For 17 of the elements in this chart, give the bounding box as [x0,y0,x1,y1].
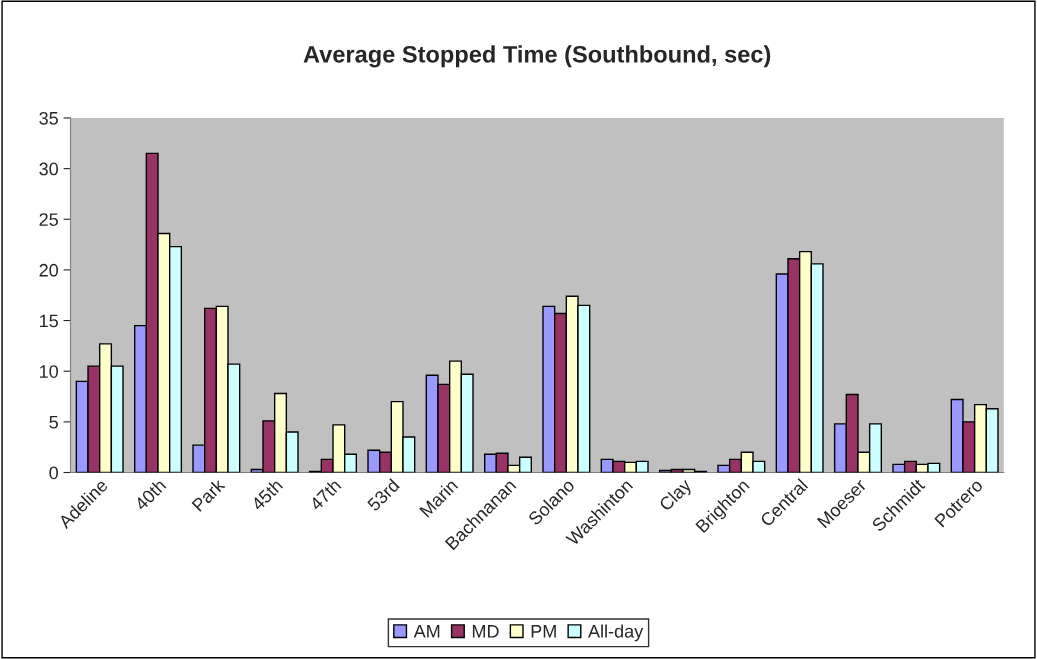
legend-label: All-day [588,624,644,642]
y-tick-label: 35 [39,111,58,125]
y-tick-label: 10 [40,365,59,378]
y-tick-label: 0 [49,466,59,480]
x-tick-label: Clay [658,477,695,515]
x-tick-label: 47th [308,478,342,512]
y-tick-label: 30 [39,162,59,176]
y-tick-label: 20 [39,263,59,277]
legend-label: AM [413,625,440,638]
x-tick-label: 45th [250,478,284,512]
x-tick-label: 40th [133,478,167,512]
y-tick-label: 25 [39,213,58,226]
y-tick-label: 15 [40,314,58,328]
legend-label: PM [531,625,556,638]
chart-title: Average Stopped Time (Southbound, sec) [303,45,771,68]
legend-label: MD [472,625,499,638]
y-tick-label: 5 [49,415,58,429]
